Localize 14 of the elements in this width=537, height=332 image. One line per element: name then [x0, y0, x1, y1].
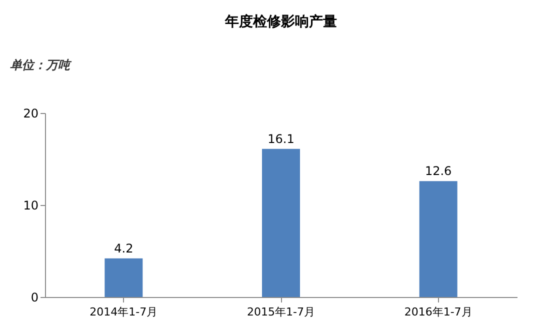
- text: 单位：万吨: [10, 58, 72, 72]
- x-tick-label: 2016年1-7月: [404, 306, 472, 318]
- bar: [262, 148, 300, 297]
- data-label: 4.2: [114, 241, 134, 256]
- data-label: 12.6: [424, 164, 452, 178]
- x-tick-label: 2014年1-7月: [90, 306, 158, 318]
- y-tick-label: 0: [30, 290, 38, 304]
- y-tick-label: 20: [23, 106, 38, 120]
- bar: [419, 181, 458, 297]
- bar: [104, 258, 143, 297]
- data-label: 16.1: [268, 132, 294, 146]
- x-tick-label: 2015年1-7月: [247, 306, 315, 318]
- y-tick-label: 10: [23, 198, 38, 212]
- chart-title: 年度检修影响产量: [224, 13, 337, 30]
